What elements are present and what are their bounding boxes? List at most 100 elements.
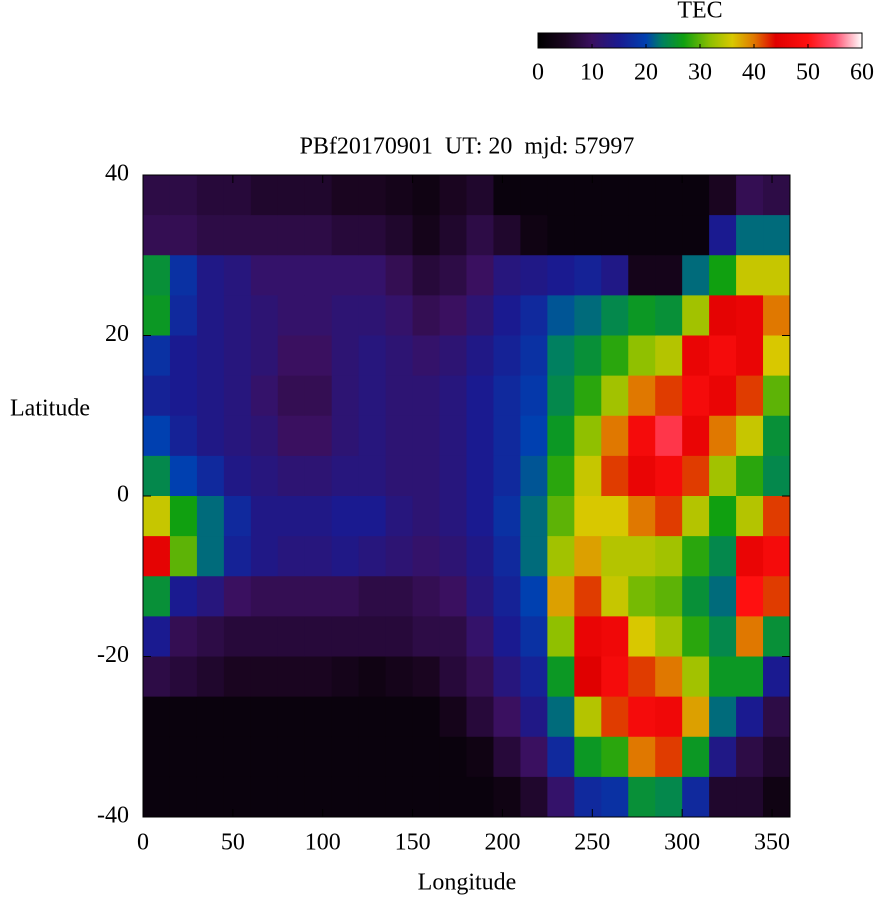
heatmap-cell bbox=[493, 576, 521, 617]
heatmap-cell bbox=[574, 335, 602, 377]
heatmap-cell bbox=[169, 496, 198, 537]
heatmap-cell bbox=[574, 255, 602, 296]
heatmap-cell bbox=[547, 776, 575, 818]
heatmap-cell bbox=[385, 576, 414, 617]
heatmap-cell bbox=[358, 455, 387, 497]
heatmap-cell bbox=[466, 215, 494, 256]
heatmap-cell bbox=[196, 415, 225, 457]
heatmap-cell bbox=[439, 455, 467, 497]
heatmap-cell bbox=[169, 255, 198, 296]
heatmap-cell bbox=[358, 656, 387, 698]
heatmap-cell bbox=[493, 335, 521, 377]
heatmap-cell bbox=[547, 455, 575, 497]
heatmap-cell bbox=[520, 335, 548, 377]
heatmap-cell bbox=[277, 335, 306, 377]
heatmap-cell bbox=[223, 415, 252, 457]
heatmap-cell bbox=[223, 776, 252, 818]
heatmap-cell bbox=[412, 295, 441, 336]
heatmap-cell bbox=[763, 295, 791, 336]
heatmap-cell bbox=[277, 455, 306, 497]
heatmap-cell bbox=[736, 576, 764, 617]
heatmap-cell bbox=[601, 616, 629, 657]
heatmap-cell bbox=[250, 576, 279, 617]
heatmap-cell bbox=[277, 215, 306, 256]
heatmap-cell bbox=[358, 255, 387, 296]
heatmap-cell bbox=[223, 496, 252, 537]
heatmap-cell bbox=[196, 736, 225, 778]
heatmap-cell bbox=[736, 335, 764, 377]
heatmap-cell bbox=[439, 295, 467, 336]
heatmap-cell bbox=[736, 656, 764, 698]
heatmap-cell bbox=[520, 736, 548, 778]
heatmap-cell bbox=[385, 696, 414, 738]
heatmap-cell bbox=[331, 215, 360, 256]
heatmap-cell bbox=[385, 215, 414, 256]
heatmap-cell bbox=[763, 215, 791, 256]
heatmap-cell bbox=[358, 736, 387, 778]
heatmap-cell bbox=[439, 656, 467, 698]
heatmap-cell bbox=[520, 776, 548, 818]
heatmap-cell bbox=[412, 215, 441, 256]
heatmap-cell bbox=[304, 576, 333, 617]
heatmap-cell bbox=[304, 375, 333, 417]
heatmap-cell bbox=[304, 255, 333, 296]
heatmap-cell bbox=[493, 776, 521, 818]
colorbar-tick-label: 0 bbox=[532, 60, 544, 86]
heatmap-cell bbox=[250, 776, 279, 818]
heatmap-cell bbox=[169, 335, 198, 377]
x-tick-label: 300 bbox=[664, 830, 700, 856]
heatmap-cell bbox=[466, 656, 494, 698]
heatmap-cell bbox=[277, 295, 306, 336]
heatmap-cell bbox=[520, 415, 548, 457]
heatmap-cell bbox=[412, 496, 441, 537]
heatmap-cell bbox=[250, 455, 279, 497]
heatmap-cell bbox=[601, 375, 629, 417]
heatmap-cell bbox=[763, 496, 791, 537]
heatmap-cell bbox=[412, 736, 441, 778]
heatmap-cell bbox=[304, 736, 333, 778]
heatmap-cell bbox=[655, 255, 683, 296]
heatmap-cell bbox=[655, 455, 683, 497]
heatmap-cell bbox=[763, 335, 791, 377]
heatmap-cell bbox=[682, 295, 710, 336]
heatmap-cell bbox=[655, 335, 683, 377]
heatmap-cell bbox=[520, 175, 548, 216]
heatmap-cell bbox=[547, 415, 575, 457]
heatmap-cell bbox=[682, 696, 710, 738]
heatmap-cell bbox=[682, 255, 710, 296]
heatmap-cell bbox=[304, 656, 333, 698]
heatmap-cell bbox=[196, 175, 225, 216]
heatmap-cell bbox=[763, 175, 791, 216]
heatmap-cell bbox=[763, 255, 791, 296]
heatmap-cell bbox=[304, 175, 333, 216]
heatmap-cell bbox=[547, 616, 575, 657]
colorbar-tick-label: 60 bbox=[850, 60, 874, 86]
heatmap-cell bbox=[143, 335, 171, 377]
heatmap-cell bbox=[709, 375, 737, 417]
heatmap-cell bbox=[196, 295, 225, 336]
heatmap-cell bbox=[574, 215, 602, 256]
heatmap-cell bbox=[250, 215, 279, 256]
heatmap-cell bbox=[223, 175, 252, 216]
heatmap-cell bbox=[736, 616, 764, 657]
colorbar-label: TEC bbox=[677, 0, 722, 24]
heatmap-cell bbox=[143, 295, 171, 336]
heatmap-cell bbox=[439, 736, 467, 778]
heatmap-cell bbox=[547, 335, 575, 377]
heatmap-cell bbox=[358, 776, 387, 818]
heatmap-cell bbox=[277, 175, 306, 216]
heatmap-cells bbox=[143, 175, 791, 818]
heatmap-cell bbox=[520, 696, 548, 738]
heatmap-cell bbox=[439, 616, 467, 657]
heatmap-cell bbox=[277, 656, 306, 698]
heatmap-cell bbox=[358, 536, 387, 577]
heatmap-cell bbox=[628, 656, 656, 698]
heatmap-cell bbox=[763, 656, 791, 698]
heatmap-cell bbox=[736, 496, 764, 537]
heatmap-cell bbox=[385, 656, 414, 698]
heatmap-cell bbox=[143, 696, 171, 738]
heatmap-cell bbox=[358, 616, 387, 657]
heatmap-cell bbox=[709, 175, 737, 216]
heatmap-cell bbox=[682, 656, 710, 698]
y-tick-label: -20 bbox=[97, 642, 129, 668]
